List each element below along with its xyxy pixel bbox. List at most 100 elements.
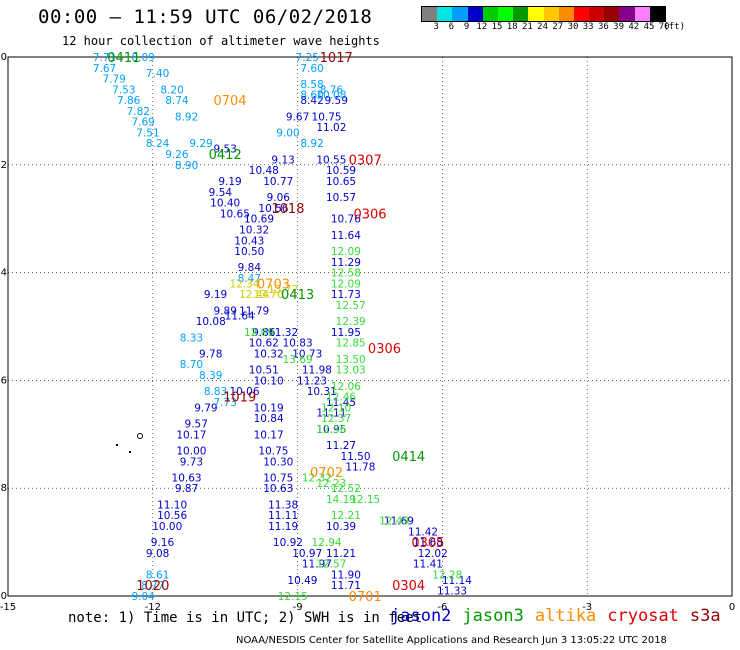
wave-height-value: 12.58 <box>331 268 361 280</box>
pass-time-label: 0305 <box>411 536 444 551</box>
wave-height-value: 10.92 <box>273 537 303 549</box>
wave-height-value: 10.73 <box>292 348 322 360</box>
x-tick-label: 0 <box>729 602 735 613</box>
wave-height-value: 9.08 <box>146 548 169 560</box>
wave-height-value: 9.16 <box>151 537 175 549</box>
wave-height-value: 11.42 <box>408 526 438 538</box>
wave-height-value: 13.03 <box>336 365 366 377</box>
color-scale-cell <box>604 7 620 21</box>
wave-height-value: 12.57 <box>316 559 346 571</box>
wave-height-value: 10.63 <box>263 483 293 495</box>
wave-height-value: 7.53 <box>112 84 135 96</box>
legend-cryosat: cryosat <box>607 606 679 626</box>
wave-height-value: 7.73 <box>214 397 237 409</box>
wave-height-value: 11.79 <box>239 305 269 317</box>
chart-title: 00:00 — 11:59 UTC 06/02/2018 <box>38 6 373 28</box>
color-scale-label: 15 <box>491 22 503 32</box>
wave-height-value: 8.47 <box>238 273 261 285</box>
wave-height-value: 11.73 <box>331 289 361 301</box>
credit-line: NOAA/NESDIS Center for Satellite Applica… <box>236 635 667 646</box>
color-scale-cell <box>573 7 590 21</box>
wave-height-value: 8.42 <box>300 95 323 107</box>
pass-time-label: 1018 <box>271 202 304 217</box>
wave-height-value: 11.32 <box>268 327 298 339</box>
color-scale-label: 42 <box>628 22 640 32</box>
wave-height-value: 13.69 <box>283 354 313 366</box>
wave-height-value: 14.19 <box>326 494 356 506</box>
color-scale-cell <box>528 7 544 21</box>
pass-time-label: 0702 <box>310 466 343 481</box>
wave-height-value: 12.23 <box>316 478 346 490</box>
wave-height-value: 10.08 <box>196 316 226 328</box>
wave-height-value: 7.67 <box>93 63 116 75</box>
wave-height-value: 10.59 <box>326 165 356 177</box>
wave-height-value: 8.77 <box>141 580 164 592</box>
wave-height-value: 11.33 <box>437 586 467 598</box>
wave-height-value: 10.69 <box>244 214 274 226</box>
wave-height-value: 12.09 <box>331 278 361 290</box>
y-tick-label: -30 <box>0 52 7 63</box>
color-scale-label: 21 <box>521 22 533 32</box>
wave-height-value: 11.90 <box>331 569 361 581</box>
wave-height-value: 7.79 <box>102 74 125 86</box>
wave-height-value: 12.46 <box>326 392 356 404</box>
wave-height-value: 8.24 <box>146 138 170 150</box>
wave-height-value: 9.57 <box>185 419 208 431</box>
wave-height-value: 10.75 <box>258 445 288 457</box>
wave-height-value: 10.30 <box>263 456 293 468</box>
wave-height-value: 8.90 <box>175 160 198 172</box>
wave-height-value: 9.59 <box>325 95 348 107</box>
wave-height-value: 8.61 <box>146 569 169 581</box>
wave-height-value: 9.53 <box>214 144 237 156</box>
wave-height-value: 10.49 <box>287 575 317 587</box>
wave-height-value: 10.62 <box>249 338 279 350</box>
wave-height-value: 11.64 <box>331 230 361 242</box>
color-scale-label: 39 <box>613 22 625 32</box>
wave-height-value: 9.00 <box>276 127 299 139</box>
color-scale-label: 18 <box>506 22 518 32</box>
wave-height-value: 13.72 <box>268 284 298 296</box>
color-scale-label: 45 <box>643 22 655 32</box>
coast-dot <box>116 444 118 446</box>
color-scale-label: 12 <box>476 22 488 32</box>
wave-height-value: 9.26 <box>165 149 189 161</box>
color-scale-cell <box>452 7 468 21</box>
wave-height-value: 12.52 <box>331 483 361 495</box>
x-tick-label: -12 <box>145 602 161 613</box>
wave-height-value: 10.43 <box>234 235 264 247</box>
wave-height-value: 10.55 <box>316 154 346 166</box>
wave-height-value: 8.83 <box>204 386 227 398</box>
wave-height-value: 9.89 <box>214 305 237 317</box>
wave-height-value: 12.49 <box>379 516 409 528</box>
color-scale-cell <box>543 7 559 21</box>
wave-height-value: 12.28 <box>432 569 462 581</box>
wave-height-value: 8.20 <box>160 84 183 96</box>
color-scale-label: (ft) <box>663 22 686 32</box>
wave-height-value: 11.14 <box>442 575 472 587</box>
wave-height-value: 10.17 <box>254 429 284 441</box>
wave-height-value: 10.65 <box>326 176 356 188</box>
y-tick-label: -36 <box>0 375 7 386</box>
wave-height-value: 12.94 <box>312 537 342 549</box>
x-tick-label: -6 <box>437 602 447 613</box>
pass-time-label: 1017 <box>320 51 353 66</box>
coast-dot <box>129 451 131 453</box>
wave-height-value: 10.06 <box>229 386 259 398</box>
color-scale-cell <box>422 7 438 21</box>
y-tick-label: -34 <box>0 268 7 279</box>
wave-height-value: 9.78 <box>199 348 222 360</box>
pass-time-label: 0304 <box>392 579 425 594</box>
wave-height-value: 10.56 <box>258 203 288 215</box>
wave-height-value: 12.57 <box>336 300 366 312</box>
wave-height-value: 10.50 <box>234 246 264 258</box>
wave-height-value: 9.19 <box>218 176 241 188</box>
pass-time-label: 0306 <box>368 342 401 357</box>
color-scale-cell <box>634 7 650 21</box>
wave-height-value: 10.63 <box>172 472 202 484</box>
pass-time-label: 0412 <box>209 148 242 163</box>
pass-time-label: 0306 <box>353 207 386 222</box>
wave-height-value: 10.32 <box>239 224 269 236</box>
pass-time-label: 0307 <box>349 153 382 168</box>
color-scale-cell <box>467 7 483 21</box>
